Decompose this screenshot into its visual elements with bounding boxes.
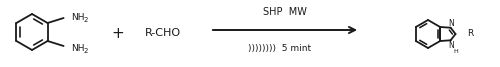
Text: R: R [468, 28, 474, 38]
Text: NH: NH [72, 13, 85, 22]
Text: R-CHO: R-CHO [145, 28, 181, 38]
Text: H: H [453, 49, 458, 54]
Text: NH: NH [72, 43, 85, 53]
Text: ))))))))  5 mint: )))))))) 5 mint [248, 43, 312, 53]
Text: N: N [448, 19, 454, 28]
Text: N: N [448, 41, 454, 50]
Text: +: + [112, 26, 124, 40]
Text: SHP  MW: SHP MW [263, 7, 307, 17]
Text: 2: 2 [84, 17, 88, 23]
Text: 2: 2 [84, 48, 88, 54]
